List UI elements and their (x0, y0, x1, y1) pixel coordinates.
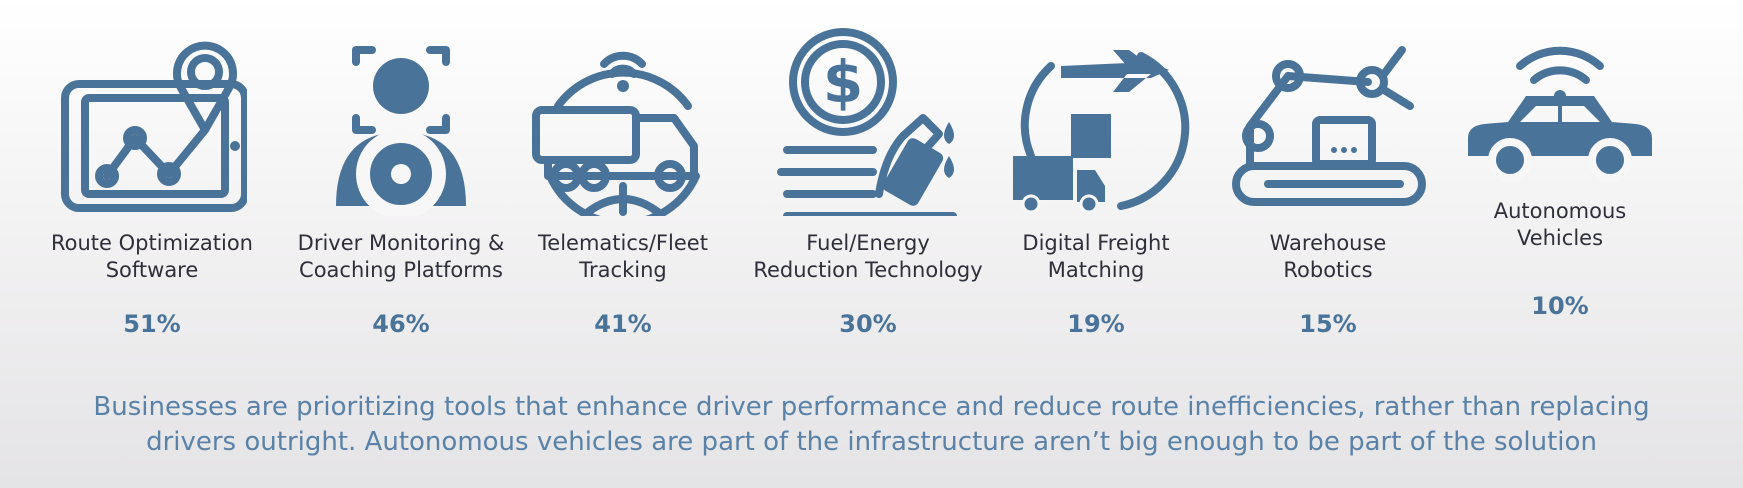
item-value: 19% (1067, 310, 1125, 338)
icon-autonomous (1468, 46, 1652, 182)
item-label: Reduction Technology (753, 258, 983, 282)
item: $ Fuel/Energy Reduction Technology 30% (743, 26, 993, 338)
item-label: Autonomous (1493, 199, 1627, 223)
item: Driver Monitoring & Coaching Platforms 46… (276, 26, 526, 338)
icon-route (61, 41, 247, 212)
item-value: 10% (1531, 292, 1589, 320)
icon-robotics (1232, 46, 1426, 206)
item-label: Tracking (579, 258, 667, 282)
footer: Businesses are prioritizing tools that e… (0, 390, 1743, 460)
item-label: Route Optimization (51, 231, 253, 255)
item-value: 30% (839, 310, 897, 338)
icon-telematics (532, 51, 700, 216)
item-label: Digital Freight (1022, 231, 1170, 255)
item-label: Telematics/Fleet (538, 231, 708, 255)
item-value: 41% (594, 310, 652, 338)
item: Route Optimization Software 51% (27, 26, 277, 338)
item-label: Driver Monitoring & (297, 231, 505, 255)
icon-fuel: $ (777, 28, 957, 216)
item-label: Warehouse (1269, 231, 1387, 255)
item-label: Matching (1047, 258, 1145, 282)
item-label: Software (105, 258, 199, 282)
item-value: 51% (123, 310, 181, 338)
item: Digital Freight Matching 19% (971, 26, 1221, 338)
item-label: Vehicles (1516, 226, 1604, 250)
svg-text:$: $ (823, 48, 863, 116)
item-value: 46% (372, 310, 430, 338)
item-label: Robotics (1283, 258, 1373, 282)
item-value: 15% (1299, 310, 1357, 338)
icon-driver (336, 46, 466, 216)
item-label: Fuel/Energy (806, 231, 930, 255)
item-label: Coaching Platforms (299, 258, 503, 282)
footer-line: Businesses are prioritizing tools that e… (93, 392, 1650, 422)
item: Telematics/Fleet Tracking 41% (498, 26, 748, 338)
footer-line: drivers outright. Autonomous vehicles ar… (146, 427, 1597, 457)
item: Warehouse Robotics 15% (1203, 26, 1453, 338)
item: Autonomous Vehicles 10% (1435, 26, 1685, 320)
icon-freight (1013, 50, 1190, 214)
